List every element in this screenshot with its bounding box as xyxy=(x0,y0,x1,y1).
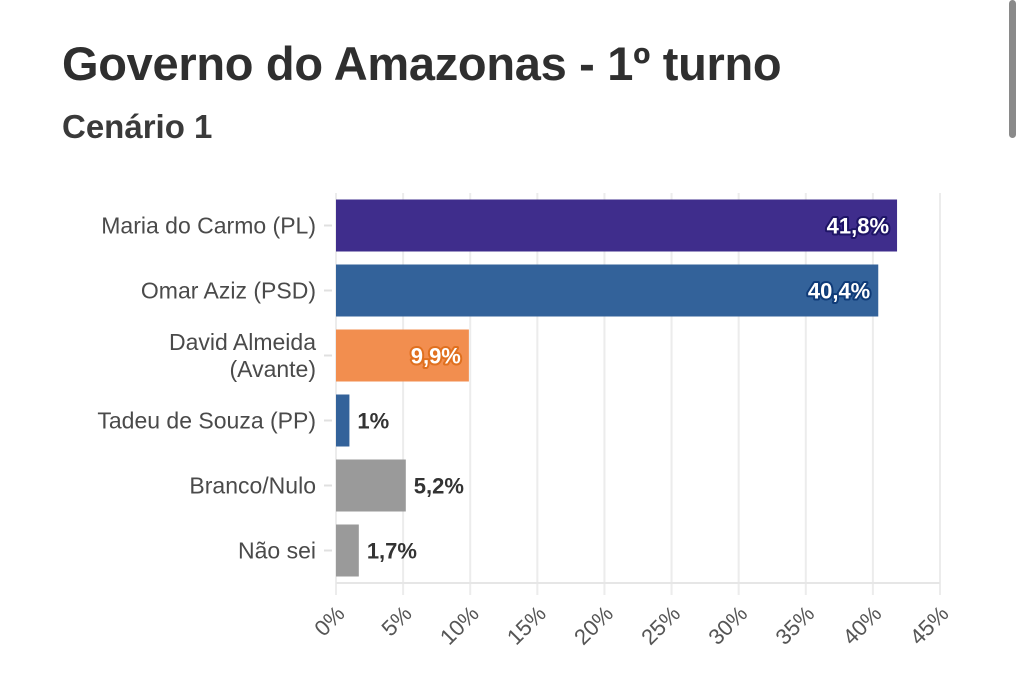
x-tick-label: 5% xyxy=(376,601,416,641)
x-tick-label: 35% xyxy=(770,601,819,650)
x-tick-label: 0% xyxy=(309,601,349,641)
bar xyxy=(336,264,879,317)
category-label: Maria do Carmo (PL) xyxy=(101,213,316,239)
value-label: 9,9% xyxy=(411,344,461,369)
category-label: Tadeu de Souza (PP) xyxy=(97,408,316,434)
chart-title: Governo do Amazonas - 1º turno xyxy=(62,37,782,90)
value-label: 5,2% xyxy=(414,474,464,499)
gridlines xyxy=(324,193,941,595)
category-label: (Avante) xyxy=(229,356,316,382)
bar xyxy=(336,524,359,577)
value-label: 41,8% xyxy=(827,214,889,239)
chart-subtitle: Cenário 1 xyxy=(62,108,213,145)
x-tick-label: 40% xyxy=(838,601,887,650)
x-tick-label: 25% xyxy=(636,601,685,650)
x-tick-label: 20% xyxy=(569,601,618,650)
category-labels: Maria do Carmo (PL) Omar Aziz (PSD) David … xyxy=(97,213,316,564)
x-tick-label: 45% xyxy=(905,601,954,650)
bar xyxy=(336,459,406,512)
value-label: 40,4% xyxy=(808,279,870,304)
scrollbar[interactable] xyxy=(1009,0,1016,138)
category-label: David Almeida xyxy=(169,329,316,355)
x-tick-label: 30% xyxy=(703,601,752,650)
bar xyxy=(336,394,350,447)
value-label: 1,7% xyxy=(367,539,417,564)
x-axis-ticks: 0% 5% 10% 15% 20% 25% 30% 35% 40% 45% xyxy=(309,601,953,650)
bars xyxy=(336,199,898,577)
category-label: Não sei xyxy=(238,538,316,564)
value-labels: 41,8% 40,4% 9,9% 1% 5,2% 1,7% xyxy=(357,212,891,564)
category-label: Omar Aziz (PSD) xyxy=(141,278,316,304)
value-label: 1% xyxy=(357,409,389,434)
category-label: Branco/Nulo xyxy=(189,473,316,499)
x-tick-label: 10% xyxy=(435,601,484,650)
bar xyxy=(336,329,469,382)
x-tick-label: 15% xyxy=(502,601,551,650)
bar xyxy=(336,199,898,252)
